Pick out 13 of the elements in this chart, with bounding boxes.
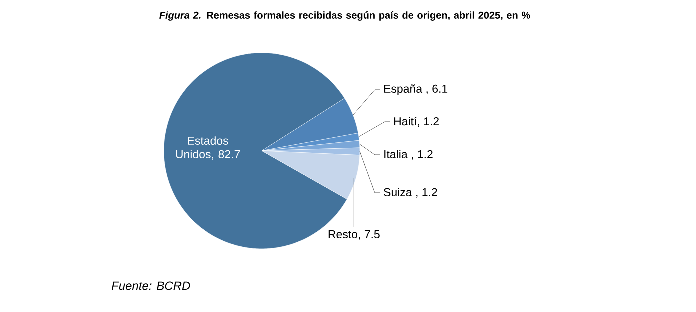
data-label: , 7.5 [359, 230, 380, 240]
slice-label: Resto [328, 230, 358, 239]
data-label: , 82.7 [212, 150, 240, 160]
slice-label: Italia [384, 150, 408, 159]
source-note: Fuente: BCRD [112, 282, 190, 290]
slice-label: Suiza [384, 188, 412, 197]
slice-label: España [384, 84, 423, 96]
data-label: , 6.1 [426, 84, 448, 94]
data-label: , 1.2 [412, 150, 433, 160]
chart-title: Figura 2. Remesas formales recibidas según país de origen, abril 2025, en % [160, 12, 530, 21]
data-label: , 1.2 [416, 188, 438, 198]
slice-label: Haití [394, 117, 418, 126]
data-label: , 1.2 [418, 117, 439, 127]
